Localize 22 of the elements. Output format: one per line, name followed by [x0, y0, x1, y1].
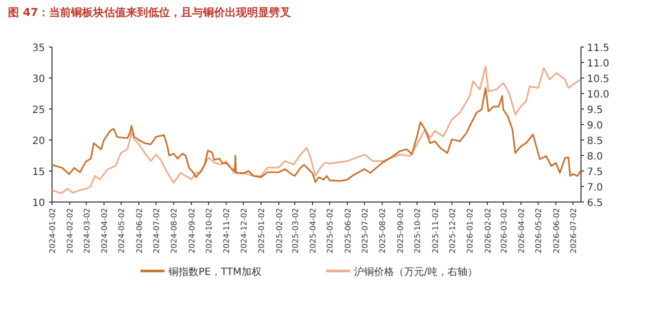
legend-label: 铜指数PE，TTM加权	[168, 266, 262, 278]
y2-tick-label: 10.5	[587, 74, 610, 85]
y2-tick-label: 9.0	[587, 120, 603, 132]
y2-tick-label: 8.5	[587, 136, 603, 147]
y-tick-label: 15	[32, 167, 45, 178]
y2-tick-label: 11.5	[587, 43, 610, 54]
y2-tick-label: 6.5	[587, 198, 603, 209]
y-tick-label: 20	[32, 136, 45, 147]
legend-label: 沪铜价格（万元/吨，右轴）	[354, 266, 478, 278]
y-tick-label: 30	[32, 74, 45, 85]
y2-tick-label: 10.0	[587, 90, 610, 100]
y2-tick-label: 11.0	[587, 58, 610, 70]
line-series	[51, 87, 582, 183]
y2-tick-label: 7.0	[587, 182, 603, 194]
y2-tick-label: 7.5	[587, 167, 603, 178]
y2-tick-label: 9.5	[587, 105, 603, 116]
chart-title: 图 47：当前铜板块估值来到低位，且与铜价出现明显劈叉	[8, 6, 292, 19]
line-series	[51, 65, 582, 194]
y2-tick-label: 8.0	[587, 152, 603, 162]
y-tick-label: 35	[32, 43, 45, 54]
y-tick-label: 25	[32, 105, 45, 116]
y-tick-label: 10	[32, 198, 45, 209]
